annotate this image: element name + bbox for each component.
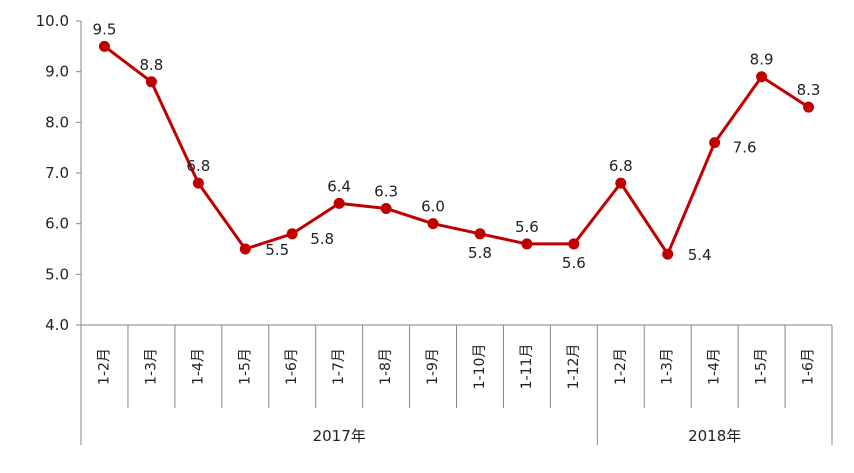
y-tick-label: 8.0 [45, 113, 69, 131]
x-category-label: 1-3月 [143, 348, 159, 385]
data-point [615, 177, 627, 189]
x-category-label: 1-9月 [425, 348, 441, 385]
x-group-label: 2018年 [688, 427, 741, 445]
data-label: 6.0 [421, 198, 445, 216]
data-label: 6.8 [609, 157, 633, 175]
x-category-label: 1-5月 [754, 348, 770, 385]
data-point [474, 228, 486, 240]
x-axis-groups: 2017年 2018年 [80, 408, 833, 445]
data-label: 8.3 [797, 81, 821, 99]
data-point [662, 248, 674, 260]
x-group-label: 2017年 [313, 427, 366, 445]
data-label: 6.4 [327, 177, 351, 195]
data-point [192, 177, 204, 189]
x-category-label: 1-7月 [331, 348, 347, 385]
data-point [756, 71, 768, 83]
x-axis-categories: 1-2月 1-3月 1-4月 1-5月 1-6月 1-7月 1-8月 1-9月 1-10月 1-1… [80, 325, 833, 408]
data-point [803, 101, 815, 113]
data-label: 5.6 [562, 254, 586, 272]
x-category-label: 1-2月 [96, 348, 112, 385]
x-category-label: 1-4月 [190, 348, 206, 385]
y-tick-label: 4.0 [45, 316, 69, 334]
data-label: 7.6 [733, 139, 757, 157]
series-layer: 9.5 8.8 6.8 5.5 5.8 6.4 6.3 6.0 5.8 5.6 5.6 6.8 5.4 7… [93, 20, 821, 272]
x-category-label: 1-6月 [801, 348, 817, 385]
data-point [286, 228, 298, 240]
data-label: 6.8 [186, 157, 210, 175]
data-label: 6.3 [374, 182, 398, 200]
y-tick-label: 7.0 [45, 164, 69, 182]
y-axis-ticks: 4.0 5.0 6.0 7.0 8.0 9.0 10.0 [36, 12, 81, 334]
data-point [380, 202, 392, 214]
data-label: 5.8 [310, 230, 334, 248]
x-category-label: 1-10月 [472, 344, 488, 390]
data-label: 5.8 [468, 244, 492, 262]
data-label: 5.5 [265, 241, 289, 259]
data-point [239, 243, 251, 255]
data-point [709, 137, 721, 149]
data-point [333, 197, 345, 209]
y-tick-label: 6.0 [45, 215, 69, 233]
x-category-label: 1-11月 [519, 344, 535, 390]
data-label: 5.6 [515, 218, 539, 236]
x-category-label: 1-5月 [237, 348, 253, 385]
y-tick-label: 9.0 [45, 63, 69, 81]
x-category-label: 1-8月 [378, 348, 394, 385]
data-point [568, 238, 580, 250]
series-line [102, 44, 811, 256]
data-point [427, 218, 439, 230]
x-category-label: 1-2月 [613, 348, 629, 385]
data-label: 5.4 [688, 246, 712, 264]
x-category-label: 1-3月 [660, 348, 676, 385]
y-tick-label: 10.0 [36, 12, 69, 30]
x-category-label: 1-6月 [284, 348, 300, 385]
data-label: 8.9 [750, 51, 774, 69]
data-label: 8.8 [139, 56, 163, 74]
data-point [521, 238, 533, 250]
data-point [98, 40, 110, 52]
x-category-label: 1-12月 [566, 344, 582, 390]
x-category-label: 1-4月 [707, 348, 723, 385]
data-point [145, 76, 157, 88]
data-label: 9.5 [93, 20, 117, 38]
y-tick-label: 5.0 [45, 265, 69, 283]
